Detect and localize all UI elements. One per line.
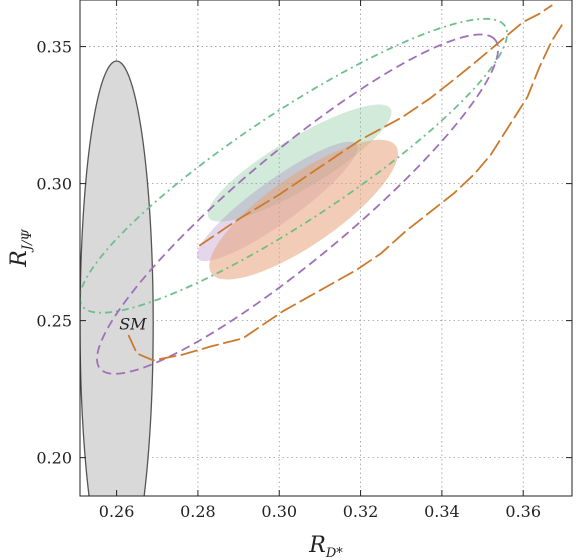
- x-axis-label-main: R: [308, 533, 326, 558]
- region-salmon-filled: [209, 139, 398, 280]
- region-green-dotdash: [80, 17, 508, 314]
- annotation-label: SM: [119, 314, 147, 333]
- x-tick-label: 0.28: [180, 502, 216, 521]
- region-sm: [80, 60, 154, 496]
- y-tick-label: 0.30: [36, 175, 72, 194]
- x-tick-label: 0.34: [424, 502, 460, 521]
- y-axis-label-sub: J/Ψ: [20, 229, 35, 254]
- x-tick-label: 0.32: [343, 502, 379, 521]
- regions: [80, 17, 508, 496]
- y-axis-label: RJ/Ψ: [7, 229, 35, 268]
- plot-area: [80, 0, 572, 496]
- x-tick-label: 0.30: [261, 502, 297, 521]
- region-green-filled: [207, 104, 392, 222]
- x-axis-label: RD*: [308, 533, 343, 560]
- x-axis-label-sub: D*: [325, 546, 343, 560]
- y-tick-label: 0.20: [36, 449, 72, 468]
- y-axis-label-main: R: [7, 250, 32, 268]
- series-lines: [127, 4, 565, 362]
- y-tick-labels: 0.20 0.25 0.30 0.35: [36, 38, 72, 468]
- x-tick-label: 0.36: [505, 502, 541, 521]
- series-orange-upper: [199, 4, 553, 247]
- annotations: SM: [119, 314, 147, 333]
- series-orange-lower: [127, 21, 565, 362]
- tick-marks: [80, 0, 572, 496]
- x-tick-labels: 0.26 0.28 0.30 0.32 0.34 0.36: [99, 502, 541, 521]
- y-tick-label: 0.25: [36, 312, 72, 331]
- y-tick-label: 0.35: [36, 38, 72, 57]
- region-purple-dashed: [96, 33, 499, 375]
- plot-frame: [79, 0, 573, 497]
- x-tick-label: 0.26: [99, 502, 135, 521]
